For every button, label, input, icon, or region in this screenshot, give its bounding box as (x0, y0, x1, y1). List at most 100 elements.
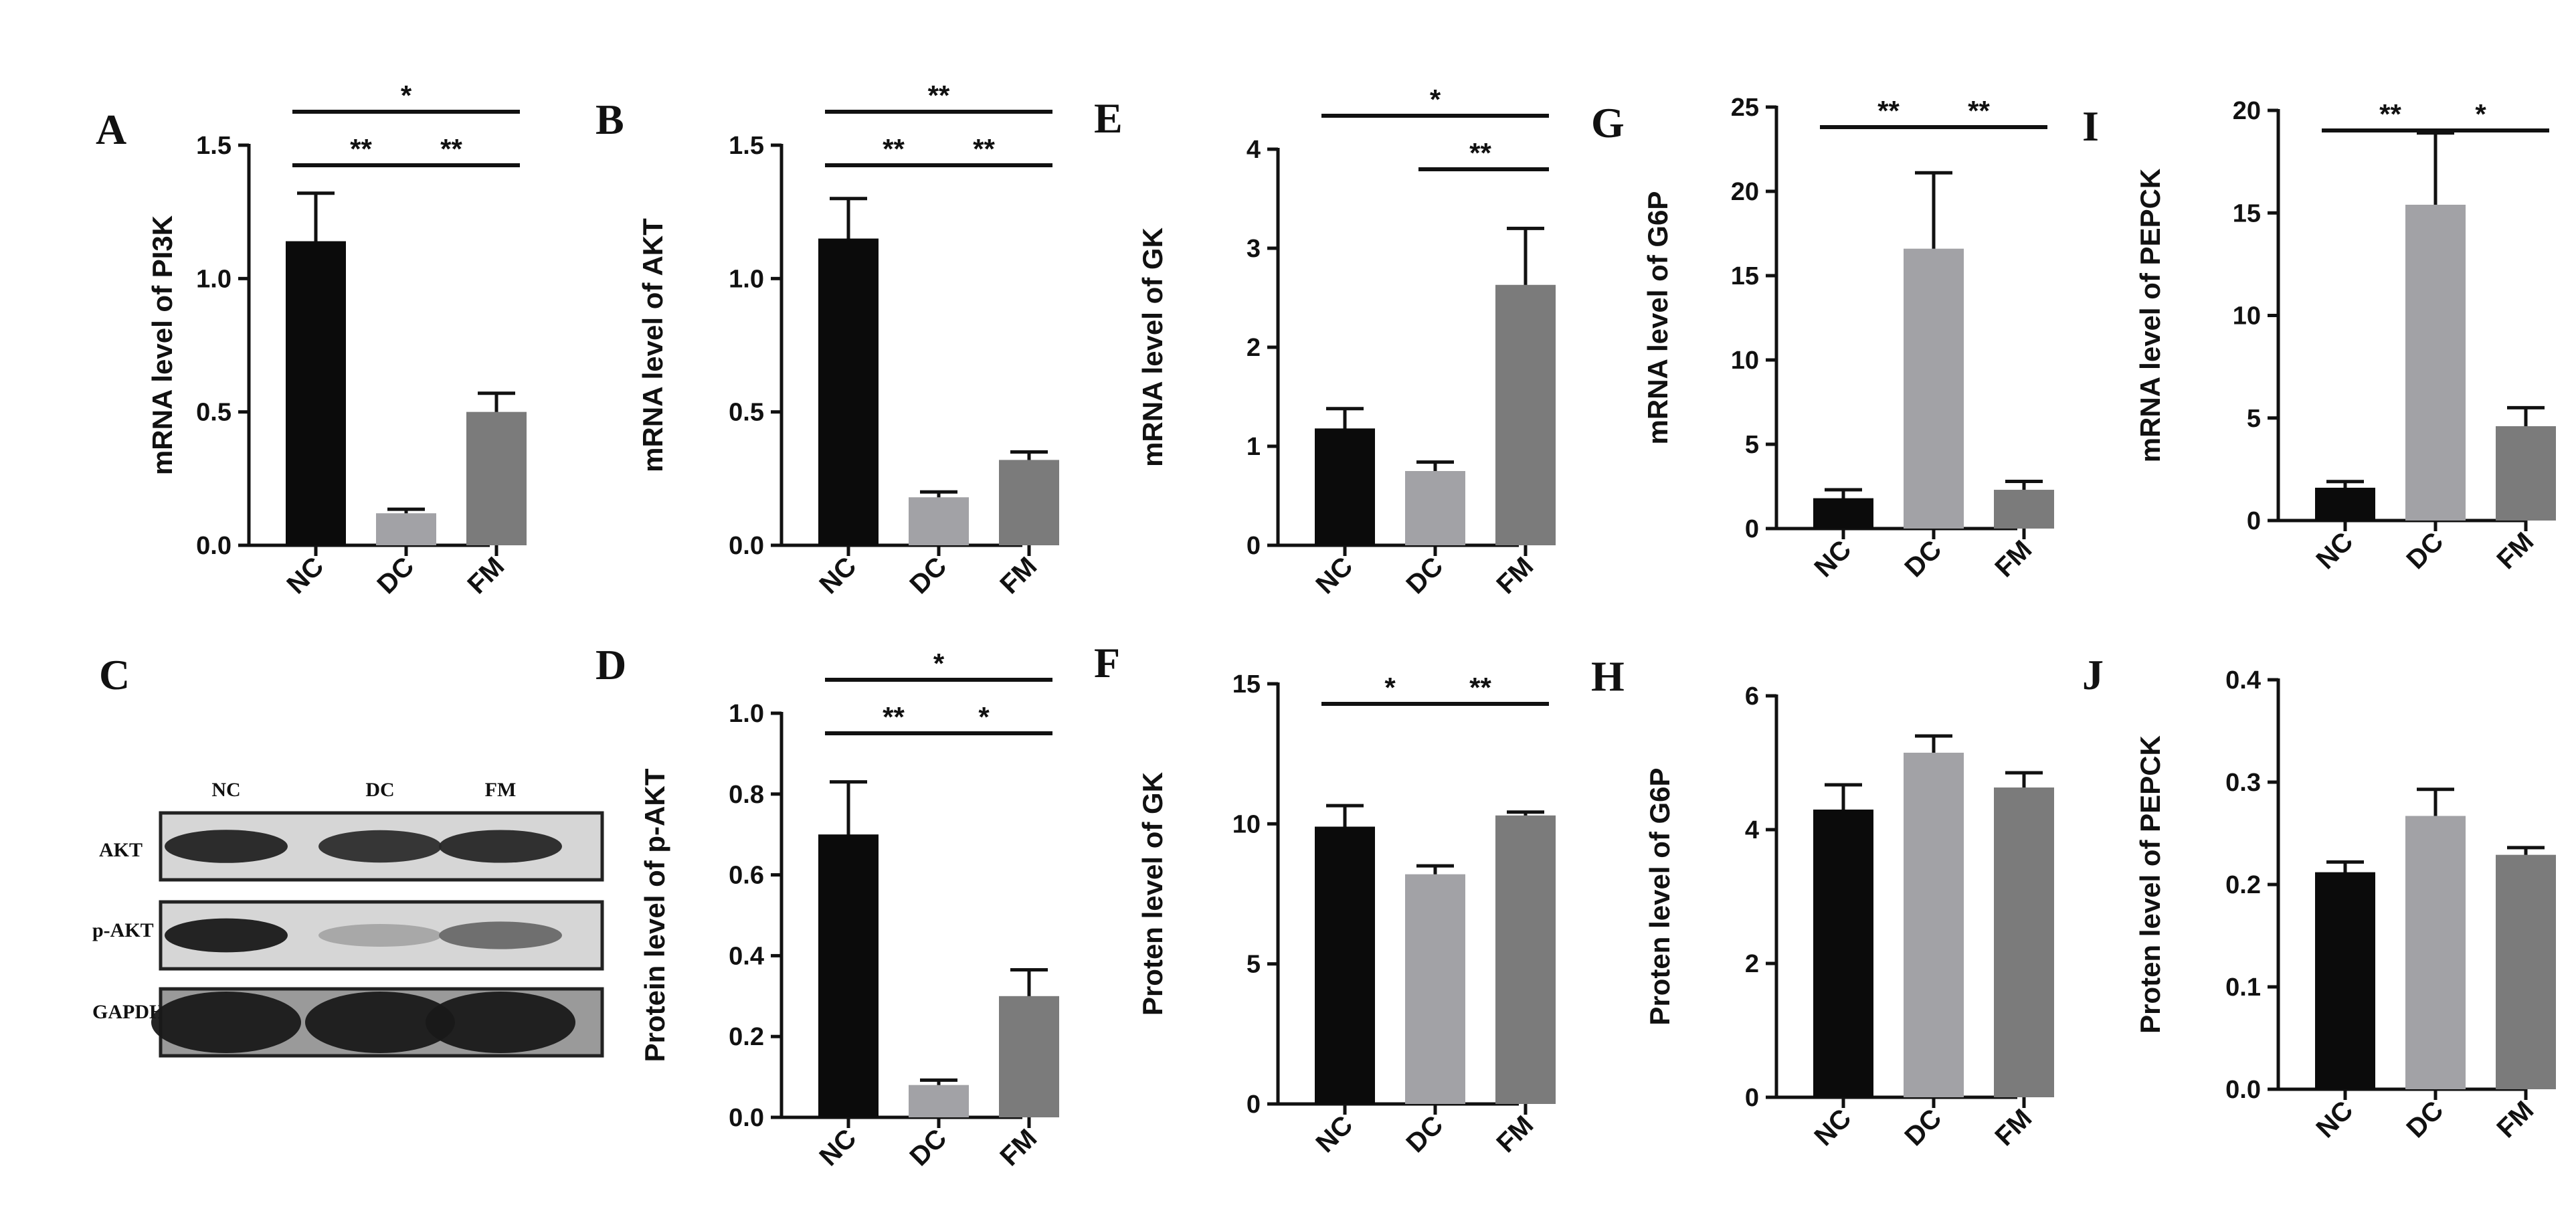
y-tick-label: 1.0 (729, 700, 764, 728)
y-tick-label: 1.0 (196, 265, 232, 293)
blot-band-FM (439, 830, 562, 863)
blot-lane-label-FM: FM (485, 779, 517, 801)
significance-label: ** (350, 133, 372, 165)
bar-FM (1994, 787, 2054, 1097)
bar-FM (999, 460, 1059, 545)
significance-label: ** (1469, 672, 1491, 703)
significance-label: * (2475, 98, 2486, 130)
y-tick-label: 0.6 (729, 862, 764, 890)
significance-label: * (1430, 84, 1441, 115)
y-tick-label: 5 (1247, 951, 1261, 979)
bar-NC (818, 238, 879, 545)
y-tick-label: 1.5 (729, 132, 764, 160)
bar-DC (1405, 471, 1465, 545)
bar-NC (286, 241, 346, 545)
y-tick-label: 0.1 (2225, 973, 2261, 1002)
y-tick-label: 0 (1745, 515, 1759, 543)
bar-DC (1904, 248, 1964, 529)
blot-row-label-p-AKT: p-AKT (92, 919, 154, 941)
y-tick-label: 10 (1232, 810, 1261, 838)
bar-NC (1315, 428, 1375, 545)
y-tick-label: 25 (1731, 94, 1759, 122)
y-tick-label: 15 (1731, 262, 1759, 290)
y-tick-label: 0 (1247, 532, 1261, 560)
y-tick-label: 4 (1247, 136, 1261, 164)
bar-DC (1405, 874, 1465, 1104)
blot-band-FM (439, 921, 562, 949)
panel-letter-H: H (1591, 652, 1625, 700)
bar-FM (999, 996, 1059, 1117)
y-tick-label: 0.0 (729, 532, 764, 560)
significance-label: * (1384, 672, 1396, 703)
panel-letter-E: E (1094, 94, 1123, 142)
bar-FM (2496, 854, 2556, 1089)
bar-DC (376, 513, 436, 545)
y-tick-label: 0.0 (2225, 1076, 2261, 1104)
blot-row-p-AKT (159, 900, 604, 971)
y-axis-title: Protein level of p-AKT (639, 768, 670, 1062)
y-axis-title: Proten level of GK (1137, 772, 1168, 1016)
y-tick-label: 1.0 (729, 265, 764, 293)
y-tick-label: 20 (2233, 97, 2261, 125)
significance-label: ** (883, 133, 905, 165)
y-tick-label: 1 (1247, 433, 1261, 461)
blot-row-GAPDH (151, 987, 604, 1058)
blot-lane-label-NC: NC (211, 779, 240, 801)
blot-band-NC (165, 918, 288, 953)
bar-DC (909, 497, 969, 545)
significance-label: ** (883, 701, 905, 733)
blot-band-NC (151, 992, 301, 1053)
y-tick-label: 5 (1745, 431, 1759, 459)
significance-label: ** (1469, 137, 1491, 169)
y-tick-label: 2 (1745, 950, 1759, 978)
blot-band-NC (165, 830, 288, 863)
bar-FM (466, 411, 527, 545)
panel-letter-J: J (2082, 651, 2104, 699)
bar-FM (1495, 284, 1556, 545)
significance-label: ** (928, 80, 950, 111)
y-tick-label: 0.2 (729, 1023, 764, 1051)
significance-label: * (401, 80, 412, 111)
significance-label: ** (1877, 95, 1900, 126)
y-axis-title: mRNA level of PI3K (147, 215, 178, 475)
y-tick-label: 0.0 (729, 1104, 764, 1132)
panel-letter-B: B (595, 96, 624, 143)
significance-label: ** (2379, 98, 2401, 130)
y-tick-label: 3 (1247, 235, 1261, 263)
y-tick-label: 4 (1745, 816, 1759, 844)
bar-NC (1813, 810, 1873, 1097)
panel-letter-F: F (1094, 639, 1120, 686)
chart-panel-D: D 0.0 0.2 0.4 0.6 0.8 1.0 Protein level of p-AK… (595, 641, 1059, 1172)
panel-letter-I: I (2082, 102, 2099, 150)
bar-FM (1495, 815, 1556, 1104)
blot-band-FM (426, 992, 575, 1053)
significance-label: ** (973, 133, 995, 165)
blot-lane-label-DC: DC (365, 779, 394, 801)
y-tick-label: 2 (1247, 334, 1261, 362)
bar-DC (2405, 204, 2466, 521)
bar-DC (1904, 753, 1964, 1097)
significance-label: ** (440, 133, 462, 165)
bar-DC (2405, 816, 2466, 1089)
y-axis-title: mRNA level of GK (1137, 227, 1168, 467)
panel-letter-G: G (1591, 99, 1625, 147)
y-tick-label: 10 (2233, 302, 2261, 331)
bar-FM (1994, 490, 2054, 529)
y-tick-label: 1.5 (196, 132, 232, 160)
blot-band-DC (318, 924, 442, 947)
bar-NC (818, 834, 879, 1117)
panel-letter-A: A (96, 106, 126, 153)
blot-row-AKT (159, 811, 604, 882)
significance-label: * (933, 648, 945, 679)
y-tick-label: 6 (1745, 682, 1759, 711)
y-tick-label: 0.4 (2225, 666, 2261, 694)
bar-DC (909, 1085, 969, 1117)
y-axis-title: mRNA level of AKT (637, 218, 668, 472)
